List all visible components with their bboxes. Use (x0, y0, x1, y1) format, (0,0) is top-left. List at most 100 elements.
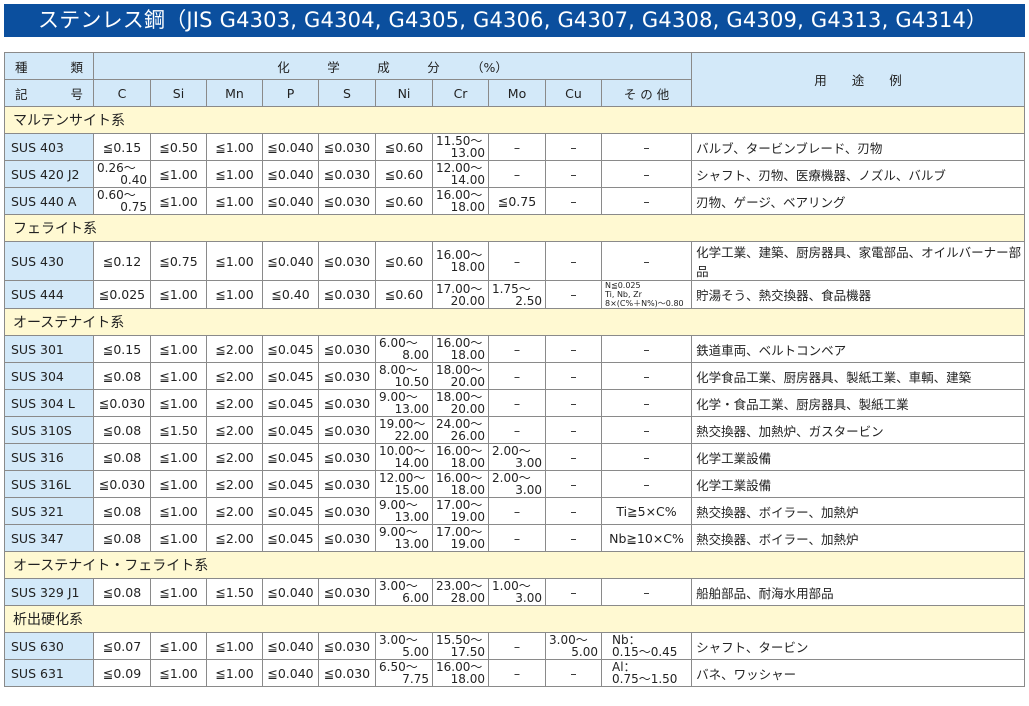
value-line: 0.26～ (97, 161, 136, 175)
composition-その他: – (600, 578, 693, 606)
composition-cr: 16.00～ 18.00 (432, 470, 489, 498)
composition-その他: – (600, 362, 693, 390)
value-line: 3.00～ (379, 579, 418, 593)
use-example: シャフト、刃物、医療機器、ノズル、バルブ (691, 160, 1025, 188)
value-line: 12.00～ (379, 471, 426, 485)
composition-si: ≦1.00 (150, 443, 207, 471)
table-row: SUS 316L ≦0.030 ≦1.00 ≦2.00 ≦0.045 ≦0.030 12.0… (4, 470, 1025, 498)
composition-mo: – (488, 133, 546, 161)
value-line: 0.15～0.45 (612, 645, 678, 659)
composition-その他: – (600, 443, 693, 471)
value-line: 6.50～ (379, 660, 418, 674)
composition-p: ≦0.045 (262, 335, 319, 363)
value-line: 3.00 (515, 591, 542, 605)
value-line: 16.00～ (436, 336, 483, 350)
composition-cr: 16.00～ 18.00 (432, 241, 489, 281)
composition-cu: – (545, 497, 602, 525)
value-line: 19.00 (450, 537, 485, 551)
composition-その他: – (600, 187, 693, 215)
composition-c: ≦0.07 (93, 632, 151, 660)
table-row: SUS 304 ≦0.08 ≦1.00 ≦2.00 ≦0.045 ≦0.030 8.00～ 1… (4, 362, 1025, 390)
value-line: 13.00 (394, 510, 429, 524)
composition-si: ≦1.00 (150, 632, 207, 660)
composition-s: ≦0.030 (318, 362, 376, 390)
value-line: 5.00 (402, 645, 429, 659)
composition-s: ≦0.030 (318, 659, 376, 687)
use-example: 熱交換器、ボイラー、加熱炉 (691, 524, 1025, 552)
value-line: 9.00～ (379, 498, 418, 512)
table-row: SUS 420 J2 0.26～ 0.40 ≦1.00 ≦1.00 ≦0.040 ≦0.03… (4, 160, 1025, 188)
composition-cu: – (545, 443, 602, 471)
value-line: 0.75～1.50 (612, 672, 678, 686)
composition-s: ≦0.030 (318, 187, 376, 215)
composition-mo: – (488, 241, 546, 281)
composition-si: ≦1.00 (150, 389, 207, 417)
value-line: 18.00 (450, 260, 485, 274)
composition-c: ≦0.08 (93, 497, 151, 525)
use-example: 刃物、ゲージ、ベアリング (691, 187, 1025, 215)
composition-cu: – (545, 389, 602, 417)
grade-symbol: SUS 304 L (4, 389, 94, 417)
grade-symbol: SUS 316L (4, 470, 94, 498)
kind-header: 種類 (4, 52, 94, 80)
value-line: 16.00～ (436, 660, 483, 674)
table-row: SUS 444 ≦0.025 ≦1.00 ≦1.00 ≦0.40 ≦0.030 ≦0.60 1… (4, 280, 1025, 309)
value-line: 18.00 (450, 483, 485, 497)
value-line: 18.00 (450, 348, 485, 362)
composition-cr: 15.50～ 17.50 (432, 632, 489, 660)
table-row: SUS 304 L ≦0.030 ≦1.00 ≦2.00 ≦0.045 ≦0.030 9.0… (4, 389, 1025, 417)
composition-s: ≦0.030 (318, 241, 376, 281)
composition-si: ≦1.00 (150, 160, 207, 188)
composition-mn: ≦2.00 (206, 335, 263, 363)
table-row: SUS 630 ≦0.07 ≦1.00 ≦1.00 ≦0.040 ≦0.030 3.00～ 5… (4, 632, 1025, 660)
column-header: Mo (488, 79, 546, 107)
composition-p: ≦0.045 (262, 524, 319, 552)
composition-cu: – (545, 280, 602, 309)
use-example: 船舶部品、耐海水用部品 (691, 578, 1025, 606)
composition-mo: – (488, 524, 546, 552)
value-line: 2.00～ (492, 471, 531, 485)
composition-c: ≦0.08 (93, 362, 151, 390)
composition-p: ≦0.040 (262, 241, 319, 281)
composition-mn: ≦2.00 (206, 416, 263, 444)
composition-mn: ≦1.00 (206, 187, 263, 215)
composition-ni: 10.00～ 14.00 (375, 443, 433, 471)
composition-c: ≦0.025 (93, 280, 151, 309)
value-line: 0.75 (120, 200, 147, 214)
composition-cr: 17.00～ 19.00 (432, 524, 489, 552)
composition-si: ≦1.00 (150, 280, 207, 309)
grade-symbol: SUS 347 (4, 524, 94, 552)
value-line: 1.00～ (492, 579, 531, 593)
composition-si: ≦0.50 (150, 133, 207, 161)
grade-symbol: SUS 316 (4, 443, 94, 471)
composition-mo: – (488, 389, 546, 417)
composition-cr: 18.00～ 20.00 (432, 389, 489, 417)
composition-mn: ≦1.00 (206, 241, 263, 281)
composition-s: ≦0.030 (318, 335, 376, 363)
composition-s: ≦0.030 (318, 632, 376, 660)
use-example: 化学工業、建築、厨房器具、家電部品、オイルバーナー部品 (691, 241, 1025, 281)
composition-si: ≦1.00 (150, 659, 207, 687)
composition-s: ≦0.030 (318, 160, 376, 188)
column-header: そ の 他 (600, 79, 693, 107)
composition-cr: 12.00～ 14.00 (432, 160, 489, 188)
value-line: 28.00 (450, 591, 485, 605)
composition-ni: ≦0.60 (375, 280, 433, 309)
composition-mo: 1.75～ 2.50 (488, 280, 546, 309)
composition-その他: Nb≧10×C% (600, 524, 693, 552)
composition-s: ≦0.030 (318, 416, 376, 444)
value-line: 6.00 (402, 591, 429, 605)
column-header: Cu (545, 79, 602, 107)
composition-s: ≦0.030 (318, 443, 376, 471)
grade-symbol: SUS 444 (4, 280, 94, 309)
grade-symbol: SUS 321 (4, 497, 94, 525)
grade-symbol: SUS 310S (4, 416, 94, 444)
value-line: Ti, Nb, Zr (605, 290, 642, 299)
value-line: 9.00～ (379, 525, 418, 539)
value-line: 16.00～ (436, 471, 483, 485)
grade-symbol: SUS 403 (4, 133, 94, 161)
value-line: 14.00 (450, 173, 485, 187)
composition-cr: 17.00～ 20.00 (432, 280, 489, 309)
value-line: 13.00 (450, 146, 485, 160)
table-row: SUS 301 ≦0.15 ≦1.00 ≦2.00 ≦0.045 ≦0.030 6.00～ 8… (4, 335, 1025, 363)
